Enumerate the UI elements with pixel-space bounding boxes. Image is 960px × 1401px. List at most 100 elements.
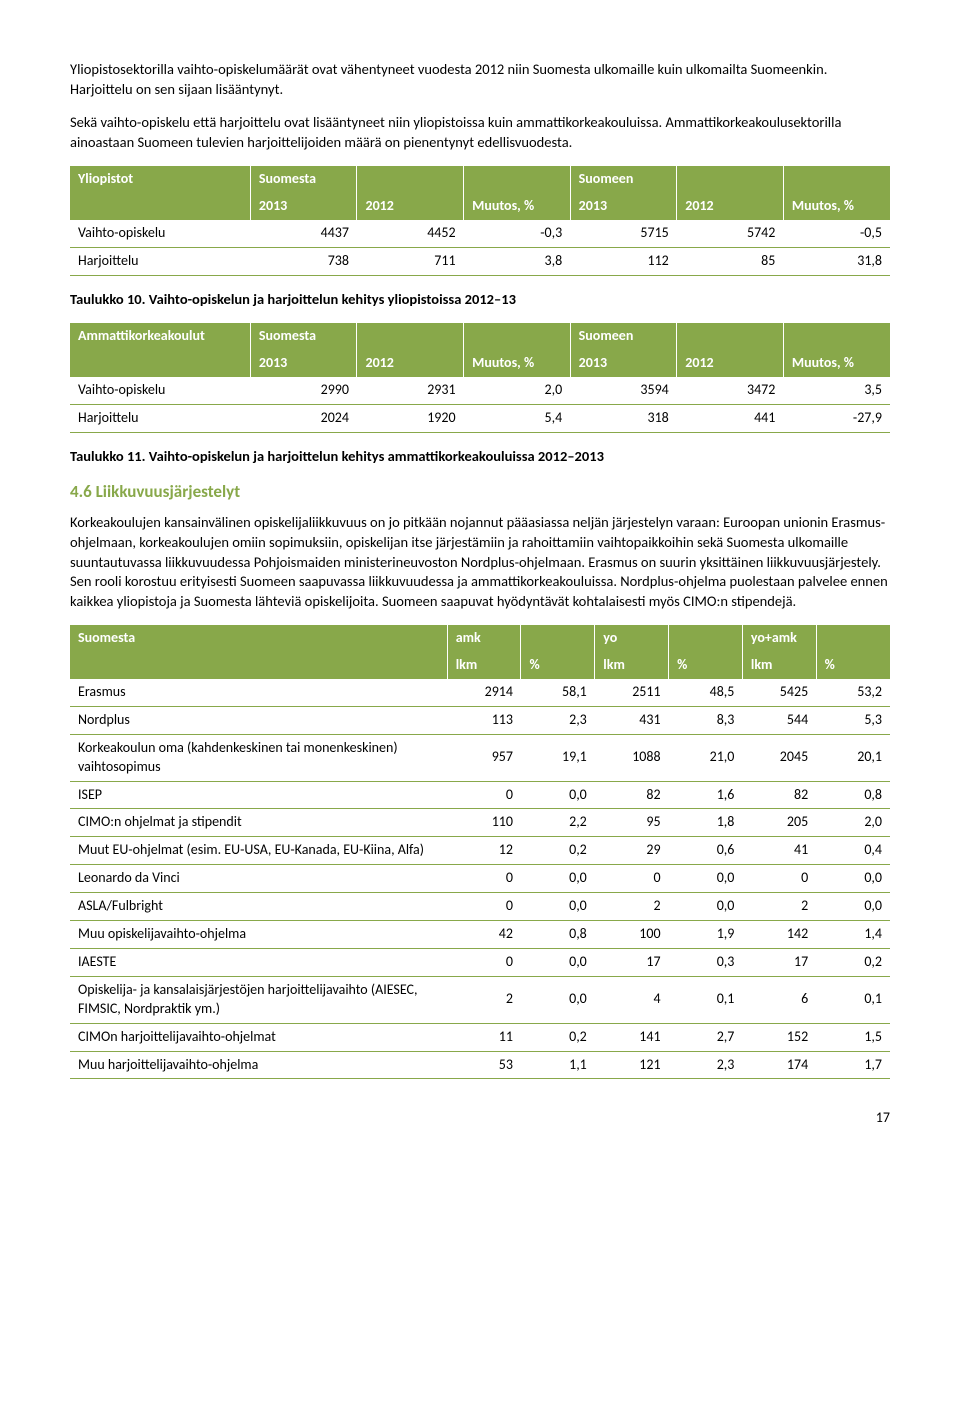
cell: 1088 — [595, 734, 669, 781]
cell: 6 — [742, 976, 816, 1023]
cell: -0,5 — [783, 220, 890, 247]
row-label: Vaihto-opiskelu — [70, 377, 250, 404]
cell: 29 — [595, 837, 669, 865]
cell: 5,3 — [816, 706, 890, 734]
cell: 431 — [595, 706, 669, 734]
cell: 2,2 — [521, 809, 595, 837]
cell: 174 — [742, 1051, 816, 1079]
th-suomeen: Suomeen — [570, 323, 677, 350]
cell: 11 — [447, 1023, 521, 1051]
cell: 2 — [595, 893, 669, 921]
cell: 21,0 — [669, 734, 743, 781]
paragraph-3: Korkeakoulujen kansainvälinen opiskelija… — [70, 513, 890, 611]
cell: 12 — [447, 837, 521, 865]
table-row: Opiskelija- ja kansalaisjärjestöjen harj… — [70, 976, 890, 1023]
row-label: Muut EU-ohjelmat (esim. EU-USA, EU-Kanad… — [70, 837, 447, 865]
cell: 53 — [447, 1051, 521, 1079]
cell: 957 — [447, 734, 521, 781]
cell: 53,2 — [816, 679, 890, 706]
cell: 0,1 — [669, 976, 743, 1023]
cell: 141 — [595, 1023, 669, 1051]
row-label: Opiskelija- ja kansalaisjärjestöjen harj… — [70, 976, 447, 1023]
row-label: ISEP — [70, 781, 447, 809]
cell: 41 — [742, 837, 816, 865]
cell: 4452 — [357, 220, 464, 247]
cell: 142 — [742, 921, 816, 949]
cell: 113 — [447, 706, 521, 734]
row-label: Vaihto-opiskelu — [70, 220, 250, 247]
table-row: Vaihto-opiskelu44374452-0,357155742-0,5 — [70, 220, 890, 247]
section-heading: 4.6 Liikkuvuusjärjestelyt — [70, 481, 890, 504]
paragraph-2: Sekä vaihto-opiskelu että harjoittelu ov… — [70, 113, 890, 152]
cell: 0 — [447, 865, 521, 893]
cell: 2,3 — [669, 1051, 743, 1079]
cell: 0,2 — [521, 1023, 595, 1051]
cell: 0 — [595, 865, 669, 893]
table-row: CIMO:n ohjelmat ja stipendit1102,2951,82… — [70, 809, 890, 837]
cell: 8,3 — [669, 706, 743, 734]
cell: 121 — [595, 1051, 669, 1079]
cell: 0,8 — [521, 921, 595, 949]
table-amk: Ammattikorkeakoulut Suomesta Suomeen 201… — [70, 323, 890, 433]
th-label: Ammattikorkeakoulut — [70, 323, 250, 350]
cell: 0,3 — [669, 948, 743, 976]
row-label: Harjoittelu — [70, 405, 250, 433]
paragraph-1: Yliopistosektorilla vaihto-opiskelumäärä… — [70, 60, 890, 99]
cell: 205 — [742, 809, 816, 837]
row-label: CIMOn harjoittelijavaihto-ohjelmat — [70, 1023, 447, 1051]
cell: 2,0 — [816, 809, 890, 837]
cell: 1,8 — [669, 809, 743, 837]
table-row: Nordplus1132,34318,35445,3 — [70, 706, 890, 734]
cell: 110 — [447, 809, 521, 837]
cell: 19,1 — [521, 734, 595, 781]
table-row: ASLA/Fulbright00,020,020,0 — [70, 893, 890, 921]
cell: 58,1 — [521, 679, 595, 706]
cell: 0,0 — [521, 865, 595, 893]
cell: 4437 — [250, 220, 357, 247]
cell: 42 — [447, 921, 521, 949]
table-row: Muut EU-ohjelmat (esim. EU-USA, EU-Kanad… — [70, 837, 890, 865]
cell: 100 — [595, 921, 669, 949]
cell: 112 — [570, 247, 677, 275]
th-2013: 2013 — [250, 193, 357, 220]
row-label: ASLA/Fulbright — [70, 893, 447, 921]
th-2012: 2012 — [677, 193, 784, 220]
cell: 1,5 — [816, 1023, 890, 1051]
table-row: Harjoittelu7387113,81128531,8 — [70, 247, 890, 275]
row-label: Harjoittelu — [70, 247, 250, 275]
cell: 3,5 — [783, 377, 890, 404]
cell: 0,2 — [816, 948, 890, 976]
table-row: Muu opiskelijavaihto-ohjelma420,81001,91… — [70, 921, 890, 949]
cell: 0 — [447, 781, 521, 809]
cell: 5742 — [677, 220, 784, 247]
cell: 2914 — [447, 679, 521, 706]
table-caption-10: Taulukko 10. Vaihto-opiskelun ja harjoit… — [70, 290, 890, 310]
cell: 0,0 — [521, 781, 595, 809]
cell: 2,0 — [464, 377, 571, 404]
cell: 2 — [742, 893, 816, 921]
cell: 738 — [250, 247, 357, 275]
cell: 1,9 — [669, 921, 743, 949]
cell: 5,4 — [464, 405, 571, 433]
cell: 0 — [742, 865, 816, 893]
cell: 2045 — [742, 734, 816, 781]
row-label: Leonardo da Vinci — [70, 865, 447, 893]
cell: 0 — [447, 948, 521, 976]
cell: 0,0 — [521, 948, 595, 976]
cell: 0,6 — [669, 837, 743, 865]
cell: 1,1 — [521, 1051, 595, 1079]
cell: 5715 — [570, 220, 677, 247]
cell: 2990 — [250, 377, 357, 404]
cell: 31,8 — [783, 247, 890, 275]
cell: 544 — [742, 706, 816, 734]
th-2012: 2012 — [357, 193, 464, 220]
table-row: IAESTE00,0170,3170,2 — [70, 948, 890, 976]
table-caption-11: Taulukko 11. Vaihto-opiskelun ja harjoit… — [70, 447, 890, 467]
cell: 152 — [742, 1023, 816, 1051]
cell: 20,1 — [816, 734, 890, 781]
table-row: Leonardo da Vinci00,000,000,0 — [70, 865, 890, 893]
cell: -27,9 — [783, 405, 890, 433]
table-row: Muu harjoittelijavaihto-ohjelma531,11212… — [70, 1051, 890, 1079]
cell: 48,5 — [669, 679, 743, 706]
table-row: Harjoittelu202419205,4318441-27,9 — [70, 405, 890, 433]
